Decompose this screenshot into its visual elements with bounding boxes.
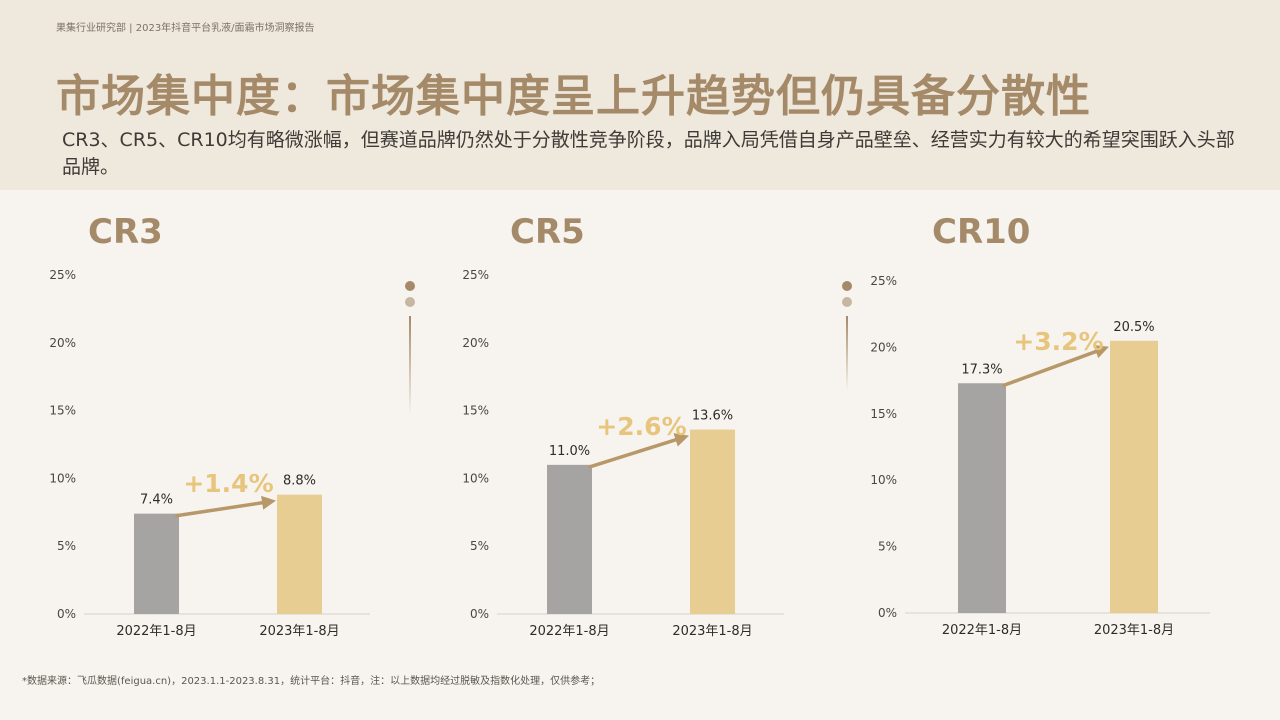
cr3-ytick-label: 15%: [49, 404, 76, 418]
cr3-data-label: 8.8%: [283, 474, 316, 489]
cr3-ytick-label: 20%: [49, 336, 76, 350]
cr10-growth-arrow-head: [1093, 345, 1109, 359]
cr10-bar: [958, 383, 1006, 613]
cr10-ytick-label: 0%: [878, 606, 897, 620]
cr5-data-label: 11.0%: [549, 444, 590, 459]
cr10-ytick-label: 15%: [870, 407, 897, 421]
cr3-bar: [277, 494, 322, 614]
breadcrumb: 果集行业研究部 | 2023年抖音平台乳液/面霜市场洞察报告: [56, 23, 315, 34]
cr3-growth-arrow-head: [261, 495, 276, 510]
cr10-ytick-label: 10%: [870, 473, 897, 487]
cr3-category-label: 2023年1-8月: [259, 624, 339, 639]
cr5-growth-arrow-head: [673, 433, 689, 447]
cr5-ytick-label: 20%: [462, 336, 489, 350]
cr5-ytick-label: 5%: [470, 539, 489, 553]
divider-decoration-1: [405, 281, 415, 416]
cr10-category-label: 2023年1-8月: [1094, 623, 1174, 638]
cr5-category-label: 2023年1-8月: [672, 624, 752, 639]
chart-title-cr3: CR3: [88, 212, 163, 252]
cr3-bar: [134, 513, 179, 614]
cr10-growth-label: +3.2%: [1013, 327, 1103, 356]
cr5-bar: [690, 429, 735, 614]
header-band: [0, 0, 1280, 190]
cr3-ytick-label: 5%: [57, 539, 76, 553]
cr5-ytick-label: 25%: [462, 268, 489, 282]
cr10-data-label: 20.5%: [1113, 320, 1154, 335]
cr5-growth-label: +2.6%: [596, 412, 686, 441]
cr10-growth-arrow-shaft: [1002, 349, 1098, 388]
divider-decoration-2: [842, 281, 852, 391]
cr5-ytick-label: 10%: [462, 471, 489, 485]
cr10-bar: [1110, 340, 1158, 613]
cr5-category-label: 2022年1-8月: [529, 624, 609, 639]
cr3-ytick-label: 0%: [57, 607, 76, 621]
cr3-data-label: 7.4%: [140, 493, 173, 508]
cr5-ytick-label: 0%: [470, 607, 489, 621]
cr3-growth-arrow-shaft: [175, 501, 264, 518]
cr10-data-label: 17.3%: [961, 362, 1002, 377]
page-subtitle: CR3、CR5、CR10均有略微涨幅，但赛道品牌仍然处于分散性竞争阶段，品牌入局…: [62, 129, 1235, 178]
cr5-data-label: 13.6%: [692, 409, 733, 424]
footnote: *数据来源：飞瓜数据(feigua.cn)，2023.1.1-2023.8.31…: [22, 676, 601, 687]
cr5-bar: [547, 464, 592, 614]
chart-title-cr10: CR10: [932, 212, 1031, 252]
cr10-ytick-label: 5%: [878, 540, 897, 554]
cr3-ytick-label: 10%: [49, 471, 76, 485]
cr10-category-label: 2022年1-8月: [942, 623, 1022, 638]
cr3-growth-label: +1.4%: [183, 469, 273, 498]
cr5-ytick-label: 15%: [462, 404, 489, 418]
chart-title-cr5: CR5: [510, 212, 585, 252]
cr3-ytick-label: 25%: [49, 268, 76, 282]
cr10-ytick-label: 20%: [870, 340, 897, 354]
page-title: 市场集中度：市场集中度呈上升趋势但仍具备分散性: [56, 71, 1091, 122]
cr3-category-label: 2022年1-8月: [116, 624, 196, 639]
cr5-growth-arrow-shaft: [588, 438, 678, 469]
cr10-ytick-label: 25%: [870, 274, 897, 288]
